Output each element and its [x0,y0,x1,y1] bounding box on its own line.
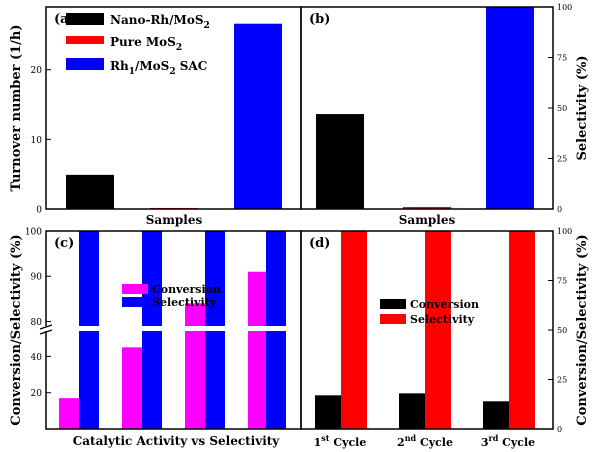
legend-label-selectivity-c: Selectivity [152,296,217,309]
panel-d-bar-conversion-1 [315,395,341,429]
legend-label-conversion-c: Conversion [152,283,221,296]
panel-d-bar-conversion-2 [399,393,425,429]
legend-label-pure-mos2: Pure MoS2 [110,35,182,53]
panel-a-bar-3 [234,23,282,210]
panel-c-y-tick-label: 80 [31,318,43,328]
panel-d-y-tick-label: 100 [557,227,572,236]
panel-b-y-tick-label: 100 [557,3,572,12]
legend-label-rh1-sac: Rh1/MoS2 SAC [110,59,207,77]
panel-b-bar-1 [316,114,364,209]
panel-a-ylabel: Turnover number (1/h) [9,24,24,191]
panel-d-ylabel: Conversion/Selectivity (%) [575,234,590,425]
panel-c-y-tick-label: 100 [25,228,42,238]
panel-b-y-ticks: 0 25 50 75 100 [548,3,572,214]
panel-d-bars [315,231,535,429]
legend-label-selectivity-d: Selectivity [410,313,475,326]
panel-d-category-label-2: 2nd Cycle [397,433,453,449]
panel-d: 0 25 50 75 100 (d) 1st Cycle 2nd Cycle 3rd Cyc… [300,227,590,449]
panel-b-bars [316,7,534,209]
panel-c-bar-conversion-1 [59,398,79,429]
panel-b-y-tick-label: 0 [557,205,562,214]
panel-c-y-tick-label: 40 [31,353,43,363]
panel-d-bar-selectivity-3 [509,231,535,429]
legend-swatch-pure-mos2 [66,36,104,44]
panel-c-ylabel: Conversion/Selectivity (%) [9,234,24,425]
legend-swatch-nano-rh [66,13,104,25]
panel-c: Conversion/Selectivity (%) 20 40 80 90 100 (… [9,228,302,448]
panel-d-y-ticks: 0 25 50 75 100 [548,227,572,434]
panel-d-category-labels: 1st Cycle 2nd Cycle 3rd Cycle [314,433,536,449]
legend-swatch-conversion-c [122,284,148,294]
panel-a-legend: Nano-Rh/MoS2 Pure MoS2 Rh1/MoS2 SAC [66,13,210,77]
panel-a-bar-1 [66,174,114,209]
legend-swatch-selectivity-d [380,314,406,324]
panel-c-bar-conversion-2 [122,347,142,429]
panel-c-xlabel: Catalytic Activity vs Selectivity [73,434,281,448]
panel-a-y-tick-label: 20 [31,66,43,76]
panel-d-bar-conversion-3 [483,401,509,429]
panel-a-y-tick-label: 10 [31,136,43,146]
panel-d-legend: Conversion Selectivity [380,298,479,326]
panel-c-label: (c) [54,236,74,251]
panel-b-y-tick-label: 50 [557,104,567,113]
panel-d-y-tick-label: 50 [557,326,567,335]
panel-c-y-ticks: 20 40 80 90 100 [25,228,51,399]
panel-a-y-tick-label: 0 [36,206,42,216]
axis-break-gap-mask [43,326,49,331]
legend-swatch-selectivity-c [122,297,148,307]
panel-b-bar-3 [486,7,534,209]
panel-b-frame [300,6,554,210]
panel-d-category-label-1: 1st Cycle [314,433,367,449]
panel-b-bar-2 [403,206,451,209]
panel-d-bar-selectivity-2 [425,231,451,429]
panel-b-y-tick-label: 25 [557,155,567,164]
panel-d-bar-selectivity-1 [341,231,367,429]
panel-c-bar-conversion-4 [248,271,268,429]
panel-c-bar-conversion-3 [185,303,205,429]
panel-d-y-tick-label: 25 [557,376,567,385]
panel-d-label: (d) [309,236,330,251]
legend-swatch-conversion-d [380,299,406,309]
panel-a-y-ticks: 0 10 20 [31,66,51,216]
axis-break-gap [40,326,302,331]
panel-b-label: (b) [309,12,330,27]
panel-c-y-tick-label: 90 [31,273,43,283]
panel-d-frame [300,230,554,430]
panel-b-ylabel: Selectivity (%) [575,56,590,161]
panel-b-xlabel: Samples [399,213,456,227]
panel-b-y-tick-label: 75 [557,54,567,63]
panel-c-legend: Conversion Selectivity [122,283,221,309]
panel-a-bars [66,23,282,210]
panel-a-xlabel: Samples [146,213,203,227]
legend-label-nano-rh: Nano-Rh/MoS2 [110,13,210,31]
legend-swatch-rh1-sac [66,58,104,70]
legend-label-conversion-d: Conversion [410,298,479,311]
panel-c-y-tick-label: 20 [31,389,43,399]
panel-d-y-tick-label: 0 [557,425,562,434]
axis-break-mark-upper [39,324,53,330]
axis-break-mark-lower [39,329,53,335]
panel-d-category-label-3: 3rd Cycle [481,433,535,449]
panel-d-y-tick-label: 75 [557,277,567,286]
panel-b: 0 25 50 75 100 (b) Samples Selectivity (%) [300,3,590,227]
